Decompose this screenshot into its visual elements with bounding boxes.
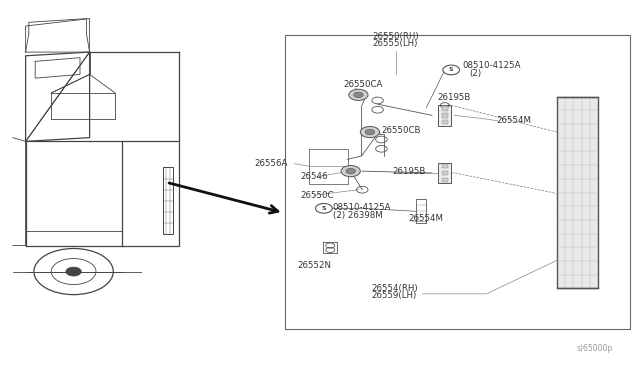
Text: 26550CB: 26550CB [381, 126, 421, 135]
Bar [557, 97, 598, 288]
Bar [309, 149, 348, 184]
Circle shape [34, 248, 113, 295]
Bar [442, 113, 448, 118]
Bar [438, 163, 451, 183]
Text: 08510-4125A: 08510-4125A [333, 203, 391, 212]
Text: 26555(LH): 26555(LH) [372, 39, 418, 48]
Text: 26554M: 26554M [408, 214, 444, 223]
Text: 26552N: 26552N [298, 262, 332, 270]
Circle shape [349, 89, 368, 100]
Text: 26195B: 26195B [437, 93, 470, 102]
Text: s)65000p: s)65000p [576, 344, 612, 353]
Text: (2) 26398M: (2) 26398M [333, 211, 383, 219]
Circle shape [354, 92, 364, 98]
Circle shape [365, 129, 375, 135]
Text: 26550(RH): 26550(RH) [372, 32, 419, 41]
Bar [163, 167, 173, 234]
Bar [442, 120, 448, 124]
Text: 26546: 26546 [300, 172, 328, 181]
Bar [442, 164, 448, 169]
Text: 26550C: 26550C [300, 191, 333, 200]
Bar [438, 105, 451, 125]
Bar [442, 177, 448, 182]
Text: 08510-4125A: 08510-4125A [462, 61, 520, 70]
Bar [442, 171, 448, 175]
Text: S: S [321, 206, 326, 211]
Circle shape [443, 65, 460, 75]
Text: 26554(RH): 26554(RH) [371, 284, 418, 293]
Circle shape [51, 259, 96, 285]
Circle shape [66, 267, 81, 276]
Text: 26559(LH): 26559(LH) [371, 291, 417, 300]
Text: 26550CA: 26550CA [343, 80, 383, 89]
Circle shape [360, 126, 380, 138]
Circle shape [341, 166, 360, 177]
Text: S: S [449, 67, 454, 73]
Text: (2): (2) [469, 69, 481, 78]
Bar [442, 106, 448, 111]
Circle shape [346, 168, 356, 174]
Text: 26556A: 26556A [254, 159, 287, 168]
Text: 26195B: 26195B [392, 167, 426, 176]
Bar [285, 35, 630, 329]
Circle shape [316, 203, 332, 213]
Text: 26554M: 26554M [496, 116, 531, 125]
